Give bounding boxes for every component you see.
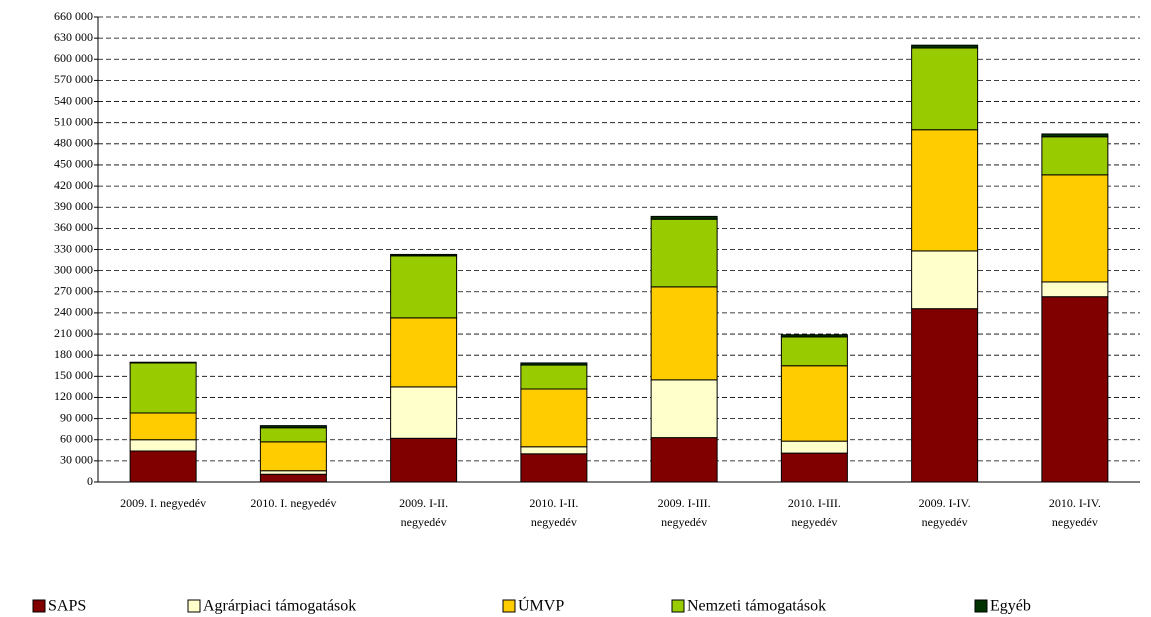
y-tick-label: 90 000 [60,410,93,424]
bar-segment [259,427,327,443]
bar-segment [650,379,718,439]
y-tick-label: 180 000 [54,347,93,361]
bar-segment [129,450,197,483]
bar-segment [129,361,197,364]
x-tick-label: 2010. I. negyedév [250,496,336,510]
y-tick-label: 0 [87,474,93,488]
bar-segment [650,218,718,288]
legend-swatch [32,599,46,613]
bar-segment [780,336,848,367]
legend-label: Egyéb [990,598,1031,615]
y-tick-label: 540 000 [54,93,93,107]
y-tick-label: 360 000 [54,220,93,234]
y-tick-label: 480 000 [54,136,93,150]
bar-segment [520,364,588,390]
legend-label: Nemzeti támogatások [687,598,826,615]
x-tick-label: 2009. I-IV. negyedév [919,496,971,529]
y-tick-label: 150 000 [54,368,93,382]
bar-segment [129,412,197,441]
bar-segment [390,317,458,388]
bar-segment [1041,281,1109,298]
y-tick-label: 420 000 [54,178,93,192]
bar-segment [259,425,327,429]
bar-segment [390,253,458,257]
bar-segment [520,388,588,448]
bar-segment [780,334,848,338]
bar-segment [259,473,327,483]
bar-segment [911,250,979,310]
x-tick-label: 2009. I-III. negyedév [658,496,711,529]
y-tick-label: 390 000 [54,199,93,213]
x-tick-label: 2010. I-II. negyedév [529,496,578,529]
bar-segment [129,439,197,452]
bar-segment [129,362,197,414]
x-tick-label: 2010. I-III. negyedév [788,496,841,529]
bar-segment [1041,174,1109,283]
legend-label: Agrárpiaci támogatások [203,598,356,615]
y-tick-label: 510 000 [54,114,93,128]
bar-segment [390,437,458,483]
y-tick-label: 630 000 [54,30,93,44]
bar-segment [911,44,979,49]
x-tick-label: 2009. I. negyedév [120,496,206,510]
bar-segment [650,215,718,220]
bar-segment [650,286,718,381]
bar-segment [911,129,979,252]
y-tick-label: 330 000 [54,241,93,255]
bar-segment [259,470,327,475]
legend-swatch [187,599,201,613]
bar-segment [780,365,848,442]
legend-label: ÚMVP [518,596,564,615]
legend-swatch [502,599,516,613]
y-tick-label: 660 000 [54,9,93,23]
legend-label: SAPS [48,598,86,615]
y-tick-label: 570 000 [54,72,93,86]
bar-segment [520,362,588,366]
bar-segment [911,308,979,483]
x-tick-label: 2009. I-II. negyedév [399,496,448,529]
bar-segment [780,440,848,454]
bar-segment [1041,133,1109,138]
y-tick-label: 240 000 [54,305,93,319]
x-tick-label: 2010. I-IV. negyedév [1049,496,1101,529]
bar-segment [520,446,588,455]
bar-segment [911,47,979,131]
y-tick-label: 210 000 [54,326,93,340]
bar-segment [259,441,327,472]
y-tick-label: 30 000 [60,453,93,467]
bar-segment [650,437,718,483]
bar-segment [1041,136,1109,176]
bar-segment [520,453,588,483]
y-tick-label: 270 000 [54,284,93,298]
bar-segment [390,255,458,319]
y-tick-label: 450 000 [54,157,93,171]
y-tick-label: 300 000 [54,262,93,276]
bar-segment [780,452,848,483]
y-tick-label: 60 000 [60,431,93,445]
bar-segment [390,386,458,439]
y-tick-label: 120 000 [54,389,93,403]
legend-swatch [974,599,988,613]
y-tick-label: 600 000 [54,51,93,65]
bar-segment [1041,296,1109,483]
legend-swatch [671,599,685,613]
